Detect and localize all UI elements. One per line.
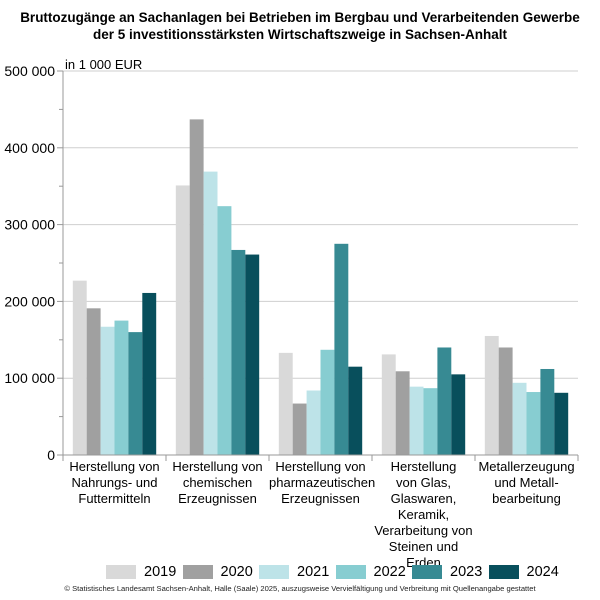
legend-item-2023: 2023 [412, 563, 482, 581]
y-tick-label: 100 000 [4, 370, 55, 386]
bar-2020-cat-1 [86, 308, 101, 455]
legend-item-2022: 2022 [335, 563, 406, 581]
bar-2022-cat-1 [114, 320, 129, 455]
bar-2019-cat-3 [278, 352, 293, 455]
x-category-label: Herstellung von chemischen Erzeugnissen [166, 459, 269, 507]
legend: 2019 2020 2021 2022 2023 2024 [0, 563, 600, 583]
bar-2023-cat-3 [334, 243, 349, 455]
bar-2023-cat-2 [231, 249, 246, 455]
y-tick-label: 0 [47, 447, 55, 463]
bar-2019-cat-1 [72, 280, 87, 455]
legend-swatch [182, 565, 213, 579]
x-category-label-line: und Metall- [494, 475, 559, 490]
x-category-label-line: Glaswaren, [390, 491, 457, 506]
x-category-label-line: bearbeitung [492, 491, 561, 506]
bar-2021-cat-4 [409, 386, 424, 455]
legend-label: 2021 [297, 564, 330, 580]
bar-2019-cat-2 [175, 185, 190, 455]
bar-2020-cat-4 [395, 371, 410, 455]
bar-2023-cat-5 [540, 368, 555, 455]
x-category-label-line: Keramik, [397, 507, 450, 522]
y-tick-label: 500 000 [4, 63, 55, 79]
legend-swatch [259, 565, 289, 579]
legend-item-2021: 2021 [259, 563, 329, 581]
bar-2023-cat-4 [437, 347, 452, 455]
bar-2024-cat-2 [245, 254, 260, 455]
x-category-label-line: von Glas, [396, 475, 451, 490]
x-category-label: Metallerzeugung und Metall-bearbeitung [475, 459, 578, 507]
bar-2021-cat-5 [512, 382, 527, 455]
legend-swatch [335, 565, 366, 579]
x-category-label: Herstellung von pharmazeutischen Erzeugnis… [269, 459, 376, 507]
x-category-label: Herstellung von Nahrungs- und Futtermittel… [63, 459, 166, 507]
bar-2022-cat-3 [320, 349, 335, 455]
bar-2024-cat-1 [142, 292, 157, 455]
bar-2020-cat-2 [189, 119, 204, 455]
copyright-footer: © Statistisches Landesamt Sachsen-Anhalt… [64, 584, 536, 593]
legend-label: 2022 [373, 564, 406, 580]
x-category-label-line: Herstellung von [69, 459, 160, 474]
legend-swatch [488, 565, 519, 579]
legend-label: 2024 [526, 564, 559, 580]
legend-item-2020: 2020 [182, 563, 253, 581]
y-tick-label: 400 000 [4, 140, 55, 156]
legend-label: 2020 [220, 564, 253, 580]
bar-2022-cat-4 [423, 388, 438, 455]
x-category-label-line: Futtermitteln [78, 491, 151, 506]
bar-2020-cat-5 [498, 347, 513, 455]
legend-swatch [412, 565, 442, 579]
bar-2019-cat-4 [381, 354, 396, 455]
bar-2024-cat-4 [451, 374, 466, 455]
bar-2020-cat-3 [292, 403, 307, 455]
bar-2019-cat-5 [484, 335, 499, 455]
bar-2024-cat-5 [554, 392, 569, 455]
x-category-label-line: Herstellung [390, 459, 457, 474]
x-category-label-line: Nahrungs- und [71, 475, 158, 490]
unit-label: in 1 000 EUR [65, 57, 143, 72]
legend-label: 2023 [450, 564, 483, 580]
bar-2022-cat-5 [526, 392, 541, 455]
x-category-label-line: Herstellung von [172, 459, 263, 474]
x-category-label-line: Erzeugnissen [178, 491, 257, 506]
x-category-label-line: chemischen [182, 475, 253, 490]
chart-title: Bruttozugänge an Sachanlagen bei Betrieb… [0, 9, 600, 43]
bar-2021-cat-2 [203, 171, 218, 455]
x-category-label-line: Metallerzeugung [478, 459, 575, 474]
y-tick-label: 200 000 [4, 293, 55, 309]
x-category-label-line: Herstellung von [275, 459, 366, 474]
x-category-label: Herstellung von Glas, Glaswaren, Keramik, Ve… [372, 459, 475, 571]
bar-2024-cat-3 [348, 366, 363, 455]
chart-title-line-1: Bruttozugänge an Sachanlagen bei Betrieb… [20, 10, 580, 25]
x-category-label-line: Erzeugnissen [281, 491, 360, 506]
x-category-label-line: Verarbeitung von [374, 523, 473, 538]
chart-title-line-2: der 5 investitionsstärksten Wirtschaftsz… [93, 27, 507, 42]
legend-item-2024: 2024 [488, 563, 559, 581]
bar-2022-cat-2 [217, 206, 232, 455]
bar-2023-cat-1 [128, 332, 143, 455]
y-tick-label: 300 000 [4, 217, 55, 233]
legend-item-2019: 2019 [106, 563, 176, 581]
bar-2021-cat-3 [306, 390, 321, 455]
legend-swatch [106, 565, 136, 579]
legend-label: 2019 [144, 564, 177, 580]
bar-2021-cat-1 [100, 326, 115, 455]
x-category-label-line: pharmazeutischen [269, 475, 376, 490]
